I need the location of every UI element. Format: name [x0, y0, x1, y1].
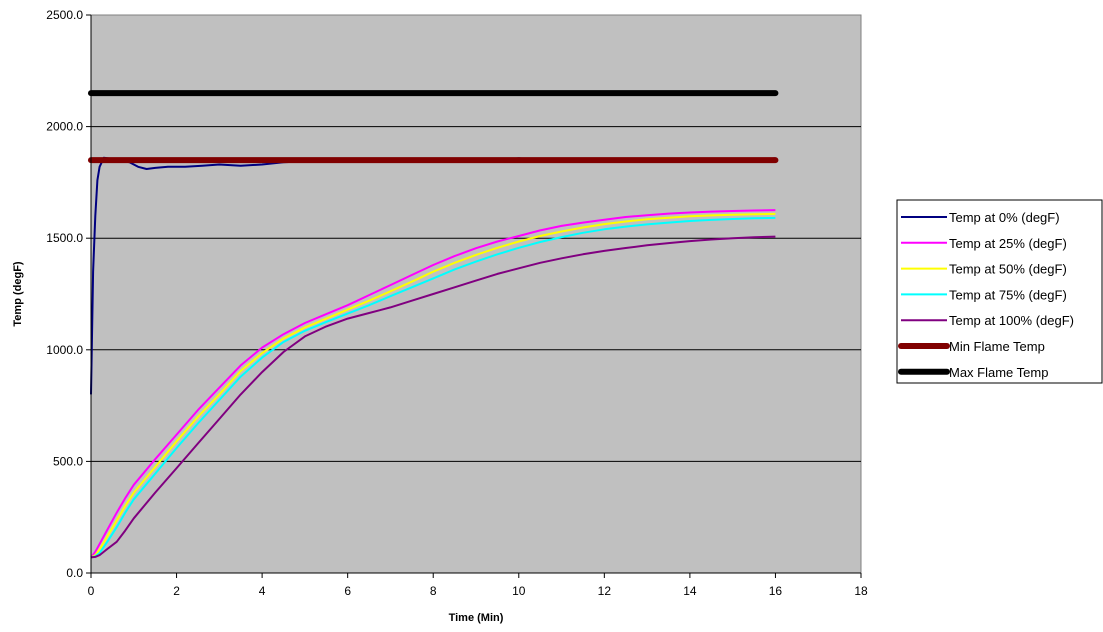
legend-label: Min Flame Temp — [949, 339, 1045, 354]
series-line — [90, 235, 776, 559]
x-tick-label: 4 — [259, 584, 266, 598]
tick-labels: 0.0 500.0 1000.0 1500.0 2000.0 2500.0 0 2 4 6 8 10 1… — [46, 8, 868, 598]
x-tick-label: 10 — [512, 584, 526, 598]
y-tick-label: 1000.0 — [46, 343, 83, 357]
x-tick-label: 6 — [344, 584, 351, 598]
legend-label: Temp at 75% (degF) — [949, 287, 1067, 302]
y-tick-label: 2000.0 — [46, 120, 83, 134]
series-line — [90, 209, 776, 559]
legend-label: Temp at 50% (degF) — [949, 262, 1067, 277]
legend-label: Temp at 100% (degF) — [949, 313, 1074, 328]
series-line — [90, 216, 776, 559]
x-tick-label: 16 — [769, 584, 783, 598]
legend-label: Temp at 25% (degF) — [949, 236, 1067, 251]
gridlines — [91, 126, 861, 462]
legend: Temp at 0% (degF) Temp at 25% (degF) Temp … — [896, 199, 1103, 384]
y-tick-label: 0.0 — [66, 566, 83, 580]
x-tick-label: 14 — [683, 584, 697, 598]
series-line — [90, 212, 776, 559]
legend-box — [896, 199, 1103, 384]
series-layer — [88, 90, 779, 559]
plot-area — [90, 14, 862, 574]
y-tick-label: 1500.0 — [46, 231, 83, 245]
y-tick-label: 500.0 — [53, 454, 83, 468]
axes — [90, 15, 861, 574]
x-axis-title: Time (Min) — [449, 612, 504, 624]
y-axis-title: Temp (degF) — [12, 261, 24, 327]
y-tick-label: 2500.0 — [46, 8, 83, 22]
x-tick-label: 8 — [430, 584, 437, 598]
x-tick-label: 18 — [854, 584, 868, 598]
x-tick-label: 12 — [598, 584, 612, 598]
legend-label: Temp at 0% (degF) — [949, 210, 1060, 225]
x-tick-label: 0 — [88, 584, 95, 598]
x-tick-label: 2 — [173, 584, 180, 598]
legend-label: Max Flame Temp — [949, 365, 1048, 380]
